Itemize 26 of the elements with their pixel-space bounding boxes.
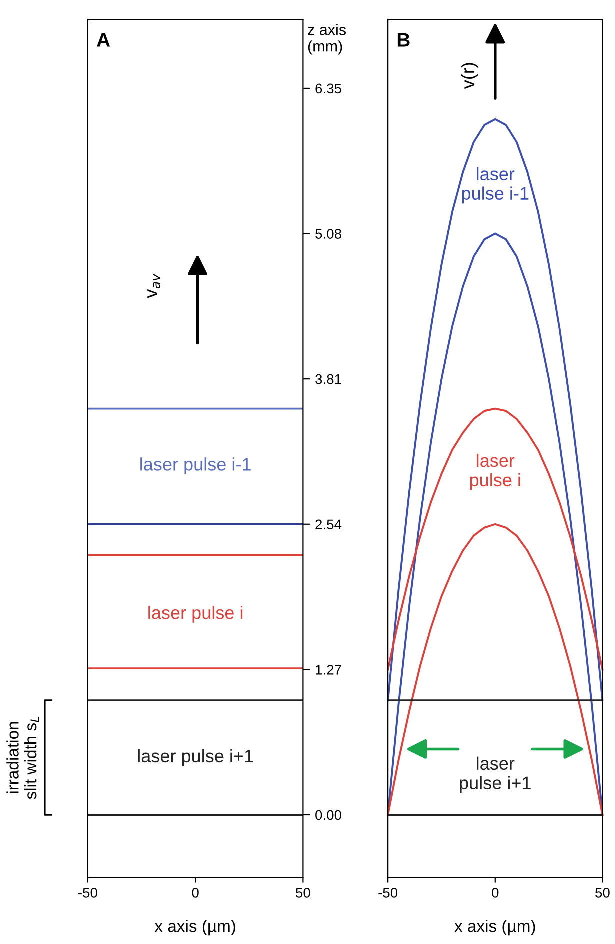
annotation: v(r) [461,63,478,90]
y-tick-label: 6.35 [316,84,342,94]
text: irradiation slit width s$_{L}$ [6,716,40,800]
y-tick-label: 5.08 [316,229,342,239]
annotation: laser pulse i+1 [460,756,531,794]
annotation: A [97,33,110,47]
annotation: laser pulse i-1 [140,458,251,474]
y-tick-label: 2.54 [316,520,342,530]
x-tick-label: 0 [492,888,499,898]
x-tick-label: -50 [78,888,98,898]
annotation: laser pulse i-1 [462,167,529,204]
x-axis-title: x axis (µm) [454,920,536,936]
annotation: laser pulse i+1 [138,749,254,766]
y-tick-label: 3.81 [316,374,342,384]
x-tick-label: -50 [378,888,398,898]
x-tick-label: 50 [296,888,310,898]
x-axis-title: x axis (µm) [154,920,236,936]
y-tick-label: 1.27 [316,665,342,675]
annotation: B [398,33,410,47]
y-axis-title: z axis (mm) [308,24,346,55]
annotation: v$_{av}$ [148,274,160,298]
annotation: laser pulse i [470,454,520,490]
x-tick-label: 0 [192,888,199,898]
y-tick-label: 0.00 [316,810,342,820]
annotation: laser pulse i [148,606,243,623]
x-tick-label: 50 [596,888,610,898]
